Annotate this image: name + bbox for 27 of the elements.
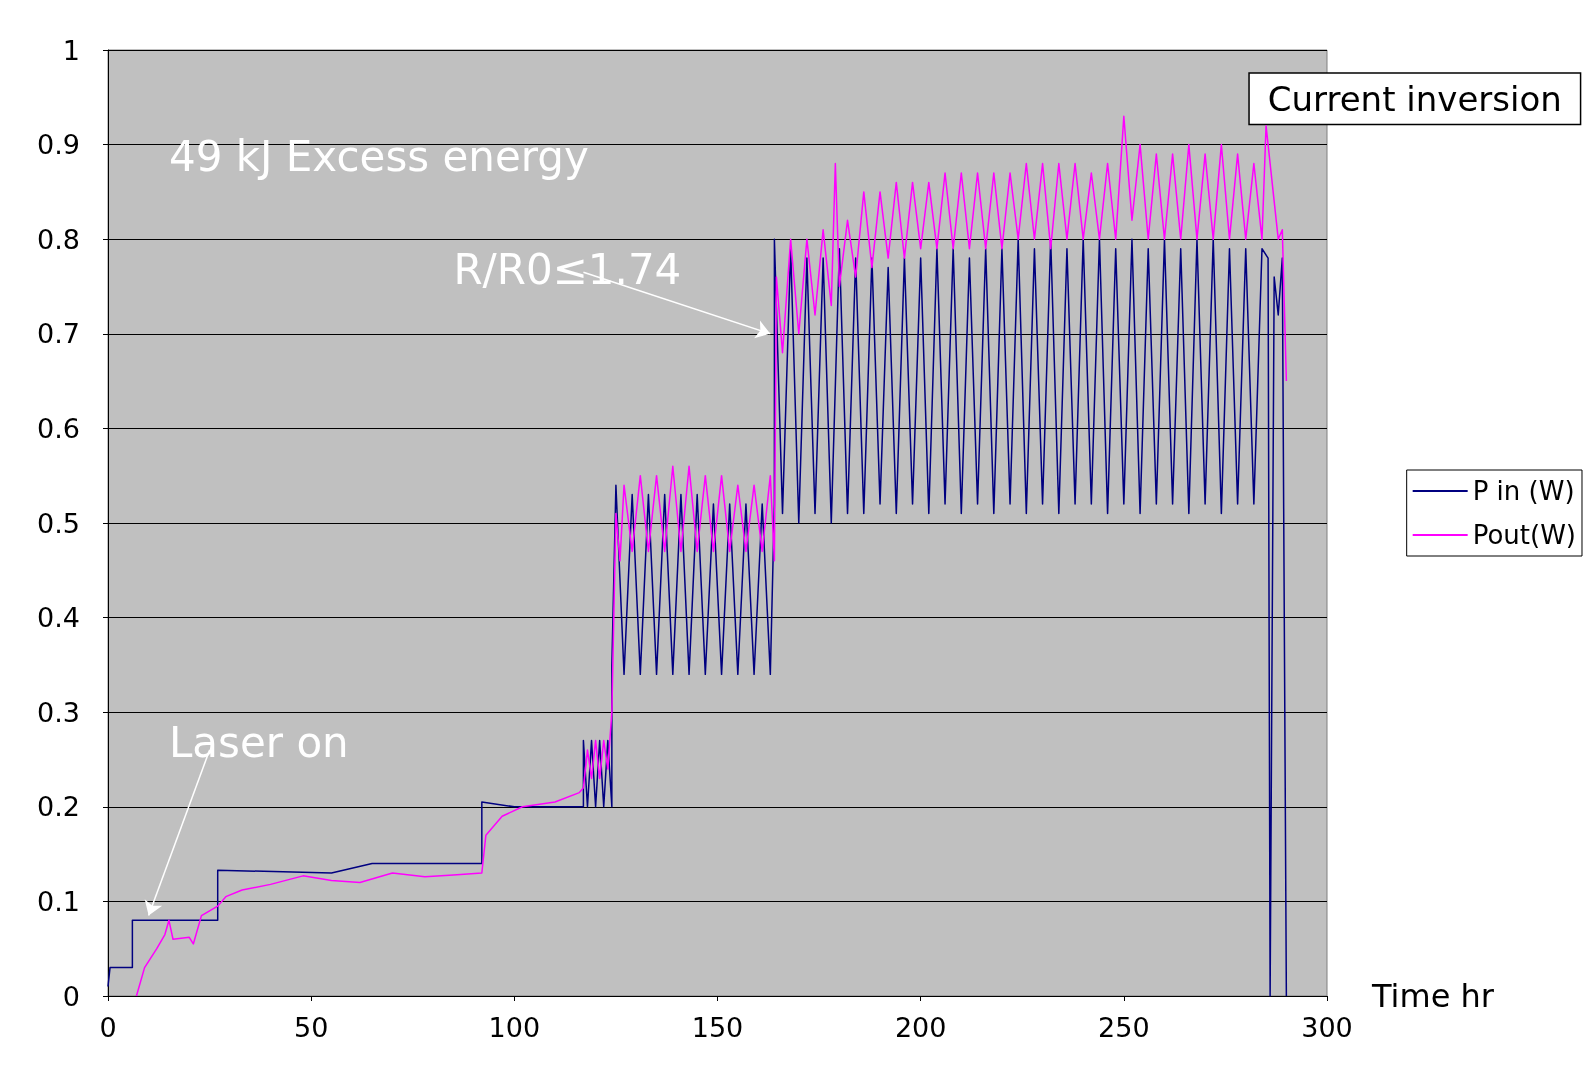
y-tick-label: 0.6 [37, 412, 80, 444]
y-tick-label: 0.1 [37, 885, 80, 917]
legend-label: P in (W) [1472, 476, 1575, 506]
line-series [135, 115, 1288, 997]
x-tick-label: 100 [488, 1012, 541, 1043]
legend-label: Pout(W) [1472, 520, 1576, 550]
y-tick-label: 0 [62, 980, 80, 1012]
y-tick-label: 0.7 [37, 318, 80, 350]
annotation: R/R0≤1.74 [453, 245, 682, 295]
y-tick-label: 0.9 [37, 129, 80, 161]
annotation: Current inversion [1267, 78, 1562, 119]
y-tick-label: 0.3 [37, 696, 80, 728]
y-tick-label: 0.5 [37, 507, 80, 539]
x-tick-label: 300 [1301, 1012, 1353, 1043]
annotation: Laser on [168, 718, 349, 768]
x-tick-label: 0 [99, 1012, 117, 1043]
x-tick-label: 50 [293, 1012, 329, 1043]
y-tick-label: 0.2 [37, 791, 80, 823]
x-axis-title: Time hr [1371, 977, 1495, 1015]
annotation: 49 kJ Excess energy [168, 131, 589, 181]
y-tick-label: 0.4 [37, 602, 80, 634]
x-tick-label: 150 [691, 1012, 744, 1043]
y-tick-label: 1 [62, 34, 80, 66]
y-tick-label: 0.8 [37, 223, 80, 255]
x-tick-label: 250 [1098, 1012, 1150, 1043]
x-tick-label: 200 [894, 1012, 947, 1043]
line-series [107, 238, 1288, 997]
